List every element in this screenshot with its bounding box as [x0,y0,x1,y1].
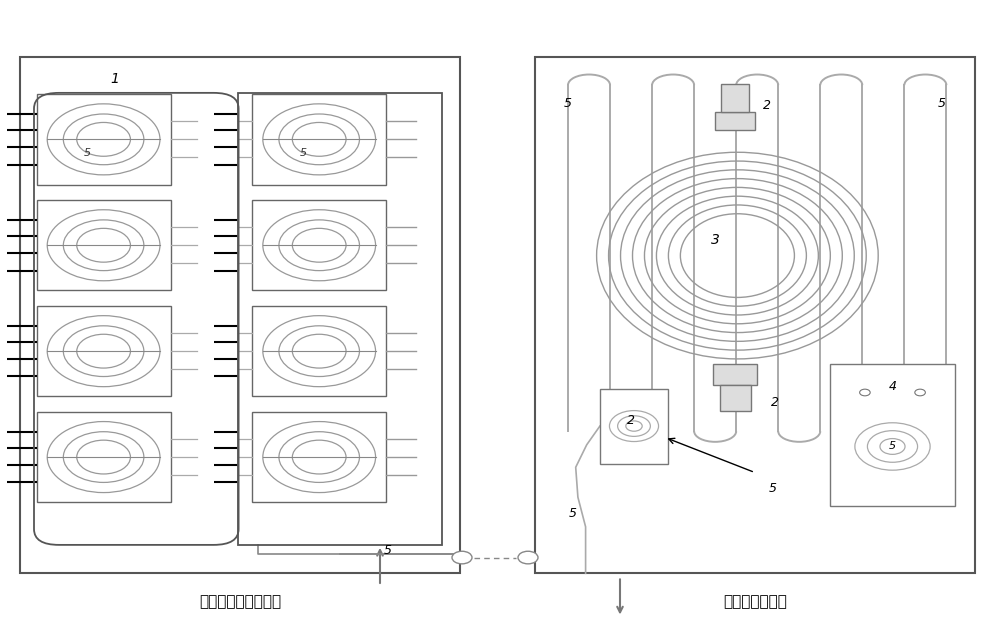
Bar [721,84,749,112]
Bar [37,200,171,290]
Text: 光纤器件排布面: 光纤器件排布面 [723,594,787,609]
Text: 半导体激光器排布面: 半导体激光器排布面 [199,594,281,609]
Text: 3: 3 [711,233,720,247]
Text: 5: 5 [769,481,777,495]
Bar [37,412,171,502]
Bar [715,112,755,130]
Text: 5: 5 [938,96,946,110]
Text: 2: 2 [771,396,779,410]
Text: 5: 5 [383,544,391,556]
Bar [713,364,757,385]
Bar [720,385,751,411]
Text: 2: 2 [627,413,635,427]
Text: 5: 5 [889,442,896,452]
Circle shape [915,389,925,396]
Circle shape [452,551,472,564]
Circle shape [860,389,870,396]
Bar [830,364,955,506]
Text: 5: 5 [300,148,307,158]
Text: 4: 4 [889,381,897,393]
Text: 5: 5 [568,507,576,520]
Bar [252,412,386,502]
Bar [238,93,442,545]
Text: 1: 1 [111,72,119,86]
Circle shape [518,551,538,564]
Text: 5: 5 [564,96,572,110]
Bar [600,389,668,464]
Bar [252,200,386,290]
Bar [37,94,171,185]
Bar [252,94,386,185]
Bar [37,306,171,396]
Text: 2: 2 [763,100,771,112]
Bar [252,306,386,396]
Text: 5: 5 [84,148,91,158]
Bar [535,57,975,573]
Bar [20,57,460,573]
